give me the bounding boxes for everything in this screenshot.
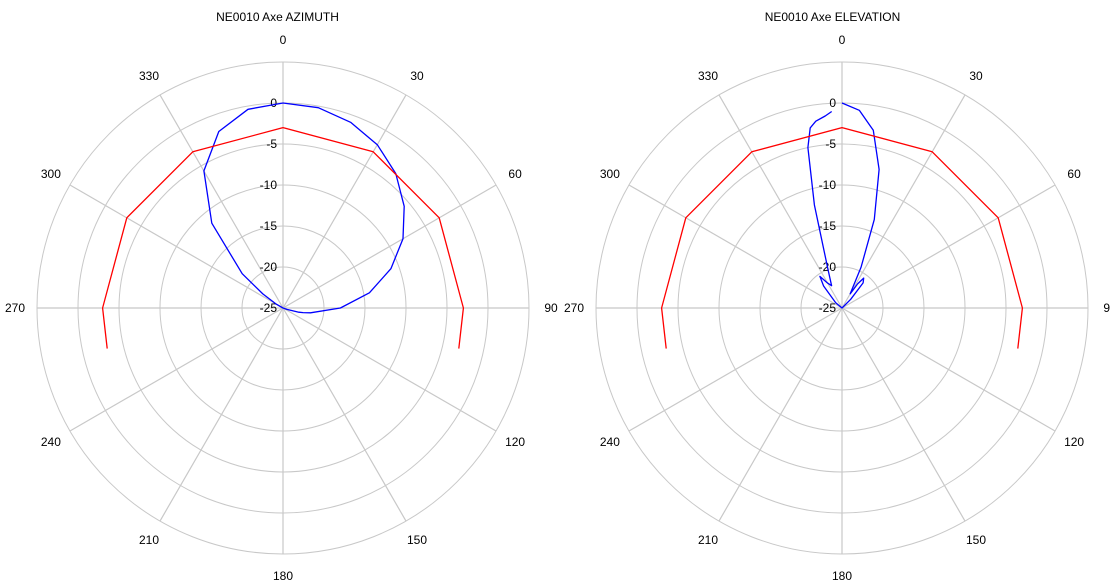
angle-tick-label: 180 xyxy=(273,569,293,582)
angle-tick-label: 0 xyxy=(839,33,846,47)
radial-tick-label: 0 xyxy=(270,96,277,110)
angle-tick-label: 300 xyxy=(600,167,620,181)
grid-spoke xyxy=(841,307,966,522)
series-line-pattern xyxy=(203,102,405,314)
radial-tick-label: -20 xyxy=(260,260,278,274)
series-line-reference xyxy=(101,126,465,349)
polar-chart-elevation: 0 30 60 90 120 150 180 210 240 270 300 330 0 -5 -10 -15… xyxy=(564,33,1110,582)
angle-tick-label: 150 xyxy=(966,533,986,547)
angle-tick-label: 120 xyxy=(505,435,525,449)
angle-tick-label: 30 xyxy=(410,69,424,83)
angle-tick-label: 0 xyxy=(280,33,287,47)
radial-tick-label: -15 xyxy=(819,219,837,233)
grid-spoke xyxy=(159,94,284,309)
grid-spoke xyxy=(159,307,284,522)
grid-spoke xyxy=(718,307,843,522)
angle-tick-label: 330 xyxy=(139,69,159,83)
angle-tick-label: 330 xyxy=(698,69,718,83)
grid-spoke xyxy=(841,94,966,309)
polar-grid: 0 30 60 90 120 150 180 210 240 270 300 330 0 -5 -10 -15… xyxy=(564,33,1110,582)
elevation-chart-panel: NE0010 Axe ELEVATION 0 30 60 90 120 150 180 210… xyxy=(555,0,1110,582)
angle-tick-label: 30 xyxy=(969,69,983,83)
radial-tick-label: -10 xyxy=(819,178,837,192)
angle-tick-label: 90 xyxy=(544,301,558,315)
angle-tick-label: 300 xyxy=(41,167,61,181)
grid-spoke xyxy=(282,94,407,309)
grid-spoke xyxy=(69,307,284,432)
angle-tick-label: 120 xyxy=(1064,435,1084,449)
angle-tick-label: 150 xyxy=(407,533,427,547)
grid-spoke xyxy=(628,184,843,309)
radial-tick-label: -10 xyxy=(260,178,278,192)
angle-tick-label: 180 xyxy=(832,569,852,582)
grid-spoke xyxy=(841,184,1056,309)
angle-tick-label: 270 xyxy=(564,301,584,315)
grid-spoke xyxy=(718,94,843,309)
radial-tick-label: -15 xyxy=(260,219,278,233)
polar-chart-azimuth: 0 30 60 90 120 150 180 210 240 270 300 330 0 -5 -10 -15… xyxy=(5,33,558,582)
angle-tick-label: 210 xyxy=(698,533,718,547)
chart-title: NE0010 Axe AZIMUTH xyxy=(216,10,339,24)
radial-tick-label: -25 xyxy=(260,301,278,315)
angle-tick-label: 60 xyxy=(508,167,522,181)
angle-tick-label: 270 xyxy=(5,301,25,315)
grid-spoke xyxy=(69,184,284,309)
angle-tick-label: 240 xyxy=(600,435,620,449)
grid-spoke xyxy=(282,184,497,309)
radial-tick-label: -25 xyxy=(819,301,837,315)
series-line-pattern xyxy=(807,102,880,309)
grid-spoke xyxy=(282,307,497,432)
angle-tick-label: 210 xyxy=(139,533,159,547)
grid-spoke xyxy=(628,307,843,432)
chart-title: NE0010 Axe ELEVATION xyxy=(764,10,901,24)
series-line-reference xyxy=(660,126,1024,349)
angle-tick-label: 60 xyxy=(1067,167,1081,181)
angle-tick-label: 240 xyxy=(41,435,61,449)
polar-grid: 0 30 60 90 120 150 180 210 240 270 300 330 0 -5 -10 -15… xyxy=(5,33,558,582)
grid-spoke xyxy=(841,307,1056,432)
angle-tick-label: 90 xyxy=(1103,301,1110,315)
grid-spoke xyxy=(282,307,407,522)
azimuth-chart-panel: NE0010 Axe AZIMUTH 0 30 60 90 120 150 180 210 24… xyxy=(5,10,558,582)
radial-tick-label: -5 xyxy=(825,137,836,151)
radial-tick-label: 0 xyxy=(829,96,836,110)
radial-tick-label: -5 xyxy=(266,137,277,151)
